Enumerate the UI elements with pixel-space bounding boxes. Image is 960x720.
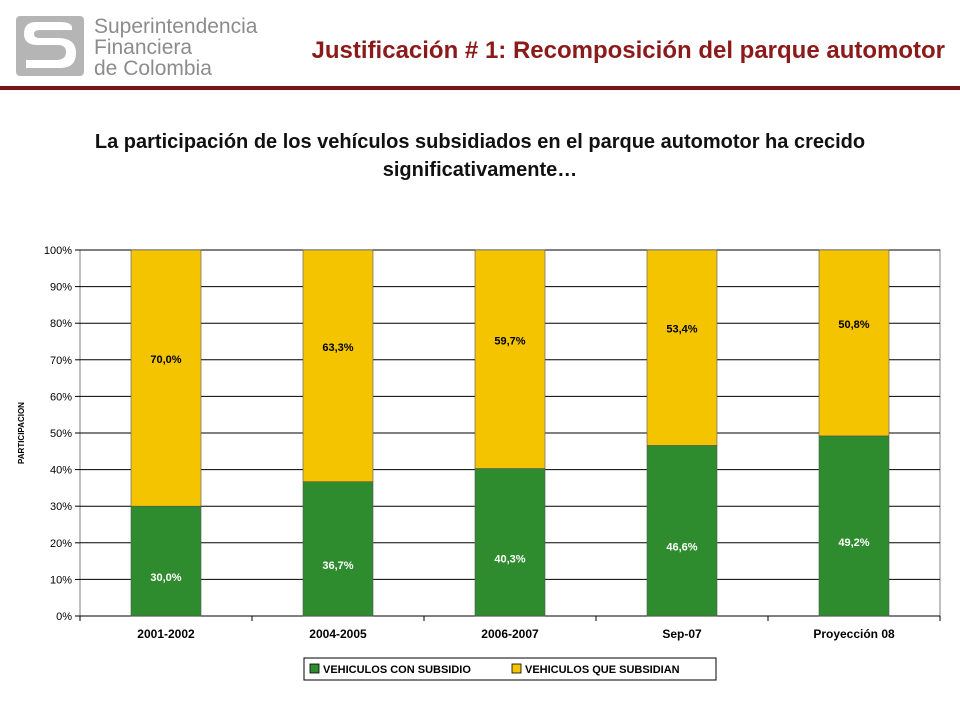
logo: Superintendencia Financiera de Colombia (14, 14, 257, 80)
y-tick-label: 10% (50, 574, 72, 586)
x-tick-label: 2004-2005 (309, 627, 367, 641)
y-tick-label: 90% (50, 282, 72, 294)
legend-label: VEHICULOS CON SUBSIDIO (323, 664, 471, 676)
bar-segment (818, 435, 890, 617)
legend-swatch (309, 663, 320, 674)
y-tick-label: 70% (50, 355, 72, 367)
data-label: 49,2% (838, 537, 869, 549)
x-tick-label: Sep-07 (662, 627, 702, 641)
y-tick-label: 60% (50, 391, 72, 403)
y-axis-title: PARTICIPACION (17, 402, 26, 464)
subtitle-line: significativamente… (382, 159, 578, 181)
y-tick-label: 0% (56, 611, 72, 623)
bar-segment (474, 249, 546, 469)
data-label: 40,3% (494, 553, 525, 565)
slide-title: Justificación # 1: Recomposición del par… (311, 37, 945, 64)
bar-segment (474, 468, 546, 617)
bar-segment (302, 481, 374, 617)
data-label: 59,7% (494, 335, 525, 347)
bar-segment (818, 249, 890, 437)
data-label: 63,3% (322, 342, 353, 354)
y-tick-label: 40% (50, 465, 72, 477)
stacked-bar-chart: 0% 10% 20% 30% 40% 50% 60% 70% 80% 90% 100% PARTICI… (17, 245, 941, 681)
data-label: 50,8% (838, 319, 869, 331)
sfc-s-logo-icon (16, 16, 84, 76)
bar-segment (130, 505, 202, 617)
x-tick-label: 2001-2002 (137, 627, 195, 641)
y-tick-label: 20% (50, 538, 72, 550)
bar-segment (130, 249, 202, 507)
logo-line: Financiera (94, 36, 193, 59)
subtitle-line: La participación de los vehículos subsid… (94, 131, 866, 153)
data-label: 46,6% (666, 542, 697, 554)
data-label: 70,0% (150, 354, 181, 366)
bar-segment (646, 445, 718, 617)
y-tick-label: 80% (50, 318, 72, 330)
x-tick-label: Proyección 08 (813, 627, 895, 641)
logo-text: Superintendencia Financiera de Colombia (94, 16, 257, 79)
legend-label: VEHICULOS QUE SUBSIDIAN (525, 664, 680, 676)
y-tick-label: 50% (50, 428, 72, 440)
y-tick-label: 30% (50, 501, 72, 513)
bar-segment (646, 249, 718, 446)
slide-subtitle: La participación de los vehículos subsid… (10, 128, 950, 184)
data-label: 53,4% (666, 324, 697, 336)
logo-line: Superintendencia (94, 15, 258, 38)
bar-segment (302, 249, 374, 482)
data-label: 36,7% (322, 560, 353, 572)
logo-line: de Colombia (94, 57, 212, 80)
legend-swatch (511, 663, 522, 674)
data-label: 30,0% (150, 572, 181, 584)
y-tick-label: 100% (44, 245, 72, 257)
x-tick-label: 2006-2007 (481, 627, 539, 641)
legend-box (303, 657, 717, 681)
title-divider (0, 86, 960, 90)
